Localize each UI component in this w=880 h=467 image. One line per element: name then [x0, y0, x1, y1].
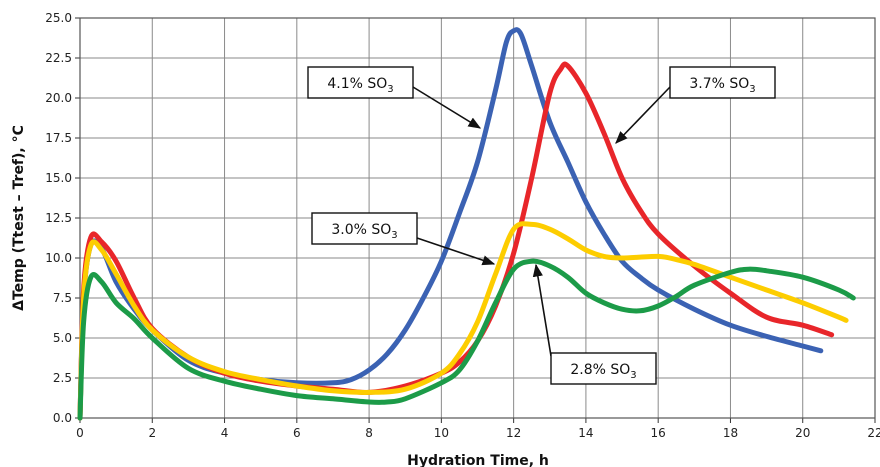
callout-label: 4.1% SO3: [327, 76, 393, 95]
x-tick-label: 14: [578, 426, 593, 440]
callout-3-7-so3: 3.7% SO3: [615, 66, 776, 144]
x-tick-label: 8: [365, 426, 373, 440]
callout-label: 3.0% SO3: [331, 222, 397, 241]
callout-label: 3.7% SO3: [689, 76, 755, 95]
callout-3-0-so3: 3.0% SO3: [311, 212, 496, 266]
x-axis-title: Hydration Time, h: [407, 453, 549, 467]
callout-2-8-so3: 2.8% SO3: [532, 263, 657, 385]
callout-box: [307, 66, 414, 99]
x-tick-label: 22: [867, 426, 880, 440]
y-tick-label: 2.5: [53, 371, 72, 385]
y-tick-label: 7.5: [53, 291, 72, 305]
y-tick-label: 20.0: [45, 91, 72, 105]
y-tick-label: 0.0: [53, 411, 72, 425]
series-line-2-8-so3: [77, 258, 856, 421]
y-tick-label: 22.5: [45, 51, 72, 65]
y-tick-label: 17.5: [45, 131, 72, 145]
x-tick-label: 18: [723, 426, 738, 440]
x-tick-label: 4: [221, 426, 229, 440]
callout-arrow: [532, 263, 552, 357]
y-axis-title: ΔTemp (Ttest – Tref), °C: [11, 125, 27, 311]
x-tick-label: 16: [651, 426, 666, 440]
y-tick-label: 25.0: [45, 11, 72, 25]
y-tick-label: 12.5: [45, 211, 72, 225]
series-line-3-0-so3: [77, 221, 849, 421]
callout-arrow: [615, 86, 671, 144]
y-tick-label: 10.0: [45, 251, 72, 265]
callouts: 4.1% SO3 3.7% SO3 3.0% SO3 2.8% SO3: [307, 66, 776, 385]
callout-box: [311, 212, 418, 245]
x-tick-label: 0: [76, 426, 84, 440]
callout-box: [669, 66, 776, 99]
axes: 0.0 2.5 5.0 7.5 10.0 12.5 15.0 17.5 20.0 22.5 25.0…: [45, 11, 880, 440]
x-tick-label: 20: [795, 426, 810, 440]
callout-4-1-so3: 4.1% SO3: [307, 66, 482, 129]
x-tick-label: 12: [506, 426, 521, 440]
callout-label: 2.8% SO3: [570, 362, 636, 381]
callout-arrow: [416, 237, 496, 266]
y-tick-label: 5.0: [53, 331, 72, 345]
callout-arrow: [412, 86, 482, 129]
y-tick-label: 15.0: [45, 171, 72, 185]
plot-frame: [79, 17, 876, 419]
callout-box: [550, 352, 657, 385]
x-tick-label: 2: [148, 426, 156, 440]
x-tick-label: 10: [434, 426, 449, 440]
series-lines: [77, 27, 856, 421]
x-tick-label: 6: [293, 426, 301, 440]
